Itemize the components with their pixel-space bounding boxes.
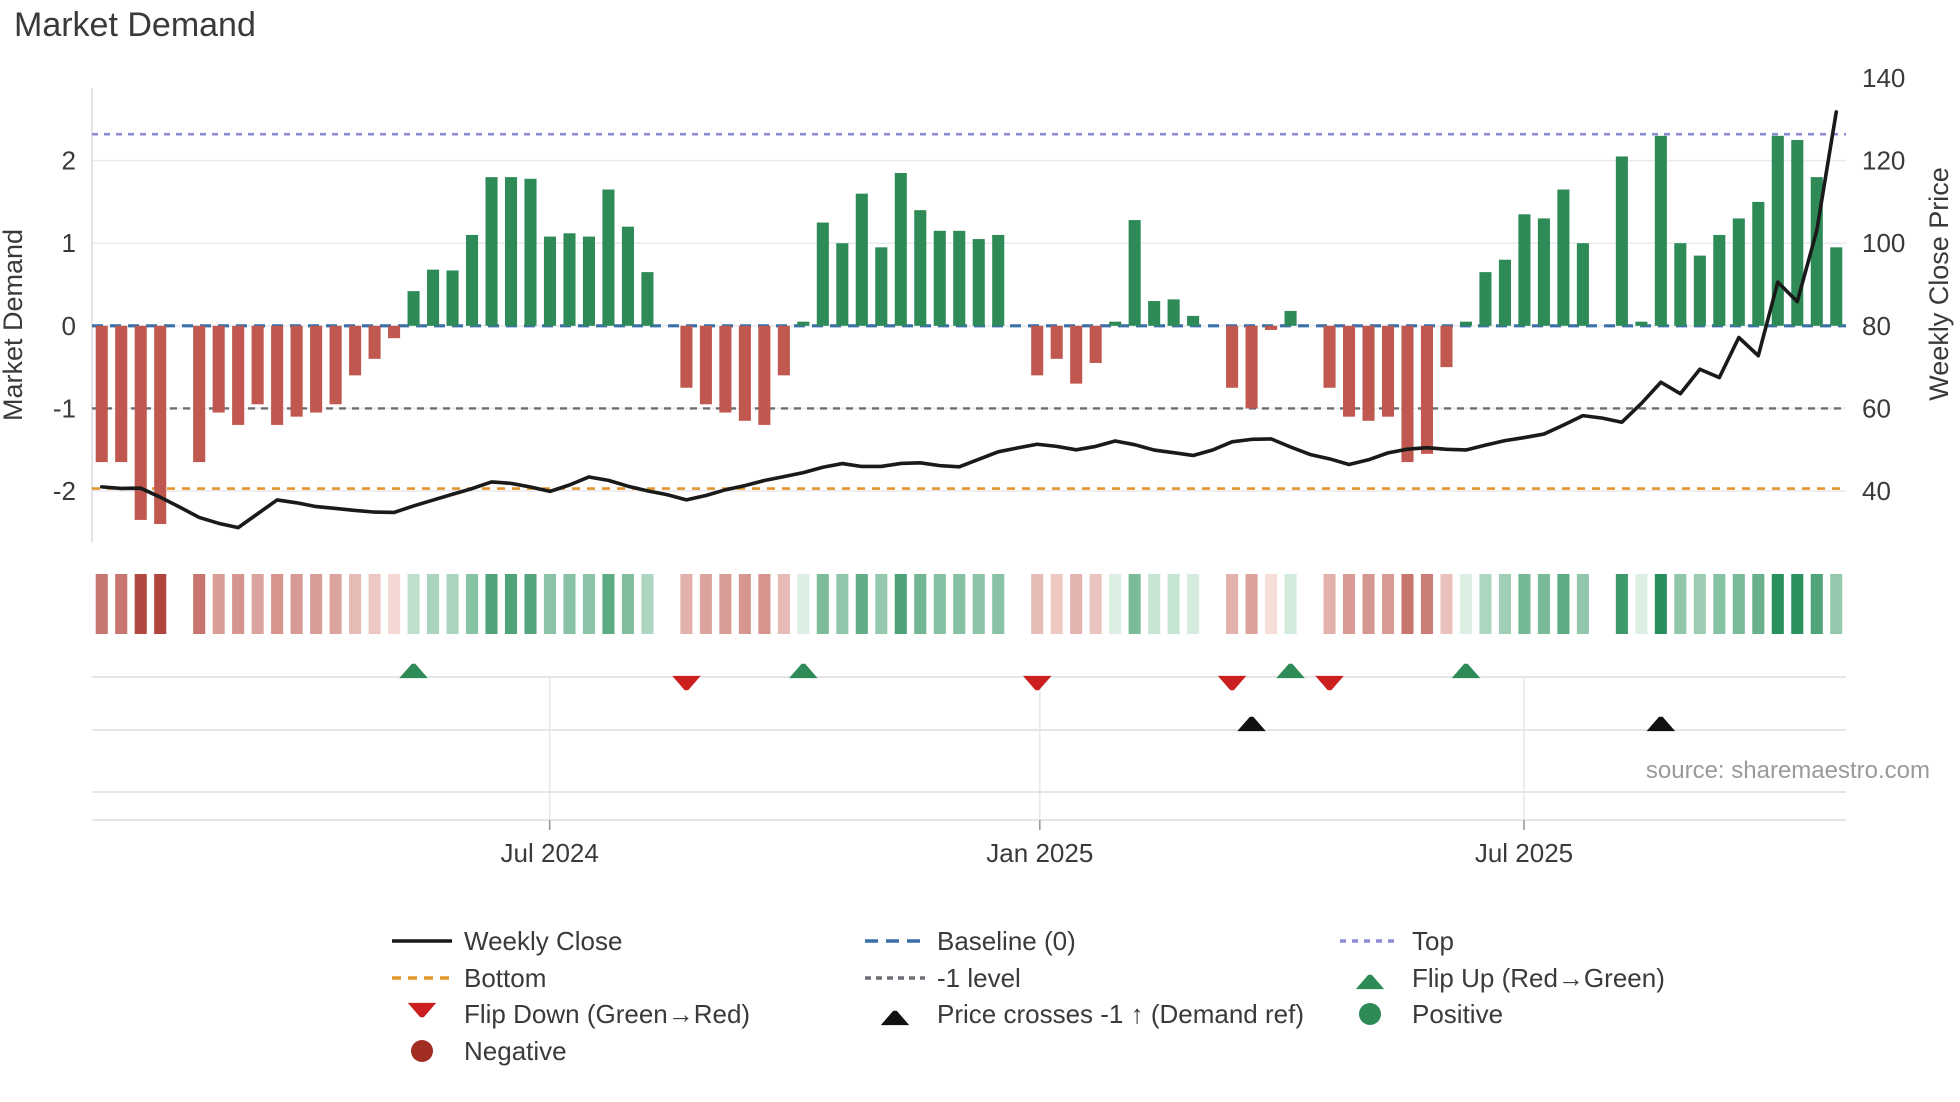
svg-text:Jan 2025: Jan 2025	[986, 838, 1093, 868]
svg-text:source: sharemaestro.com: source: sharemaestro.com	[1646, 757, 1930, 784]
svg-text:Jul 2025: Jul 2025	[1475, 838, 1573, 868]
svg-text:Baseline (0): Baseline (0)	[937, 926, 1076, 956]
svg-text:100: 100	[1862, 228, 1905, 258]
svg-text:-1: -1	[53, 393, 76, 423]
svg-text:Flip Up (Red→Green): Flip Up (Red→Green)	[1412, 963, 1665, 993]
svg-text:Top: Top	[1412, 926, 1454, 956]
svg-text:40: 40	[1862, 476, 1891, 506]
svg-text:Bottom: Bottom	[464, 963, 546, 993]
svg-text:2: 2	[62, 146, 76, 176]
svg-text:120: 120	[1862, 146, 1905, 176]
svg-text:Weekly Close: Weekly Close	[464, 926, 622, 956]
svg-text:Flip Down (Green→Red): Flip Down (Green→Red)	[464, 999, 750, 1029]
svg-text:Positive: Positive	[1412, 999, 1503, 1029]
svg-text:Market Demand: Market Demand	[0, 229, 28, 421]
svg-text:140: 140	[1862, 63, 1905, 93]
svg-text:1: 1	[62, 228, 76, 258]
svg-text:80: 80	[1862, 311, 1891, 341]
svg-text:-1 level: -1 level	[937, 963, 1021, 993]
svg-text:Price crosses -1 ↑ (Demand ref: Price crosses -1 ↑ (Demand ref)	[937, 999, 1304, 1029]
svg-text:Negative: Negative	[464, 1036, 567, 1066]
svg-text:0: 0	[62, 311, 76, 341]
svg-text:60: 60	[1862, 393, 1891, 423]
svg-text:Weekly Close Price: Weekly Close Price	[1924, 167, 1954, 401]
svg-text:-2: -2	[53, 476, 76, 506]
svg-text:Jul 2024: Jul 2024	[501, 838, 599, 868]
